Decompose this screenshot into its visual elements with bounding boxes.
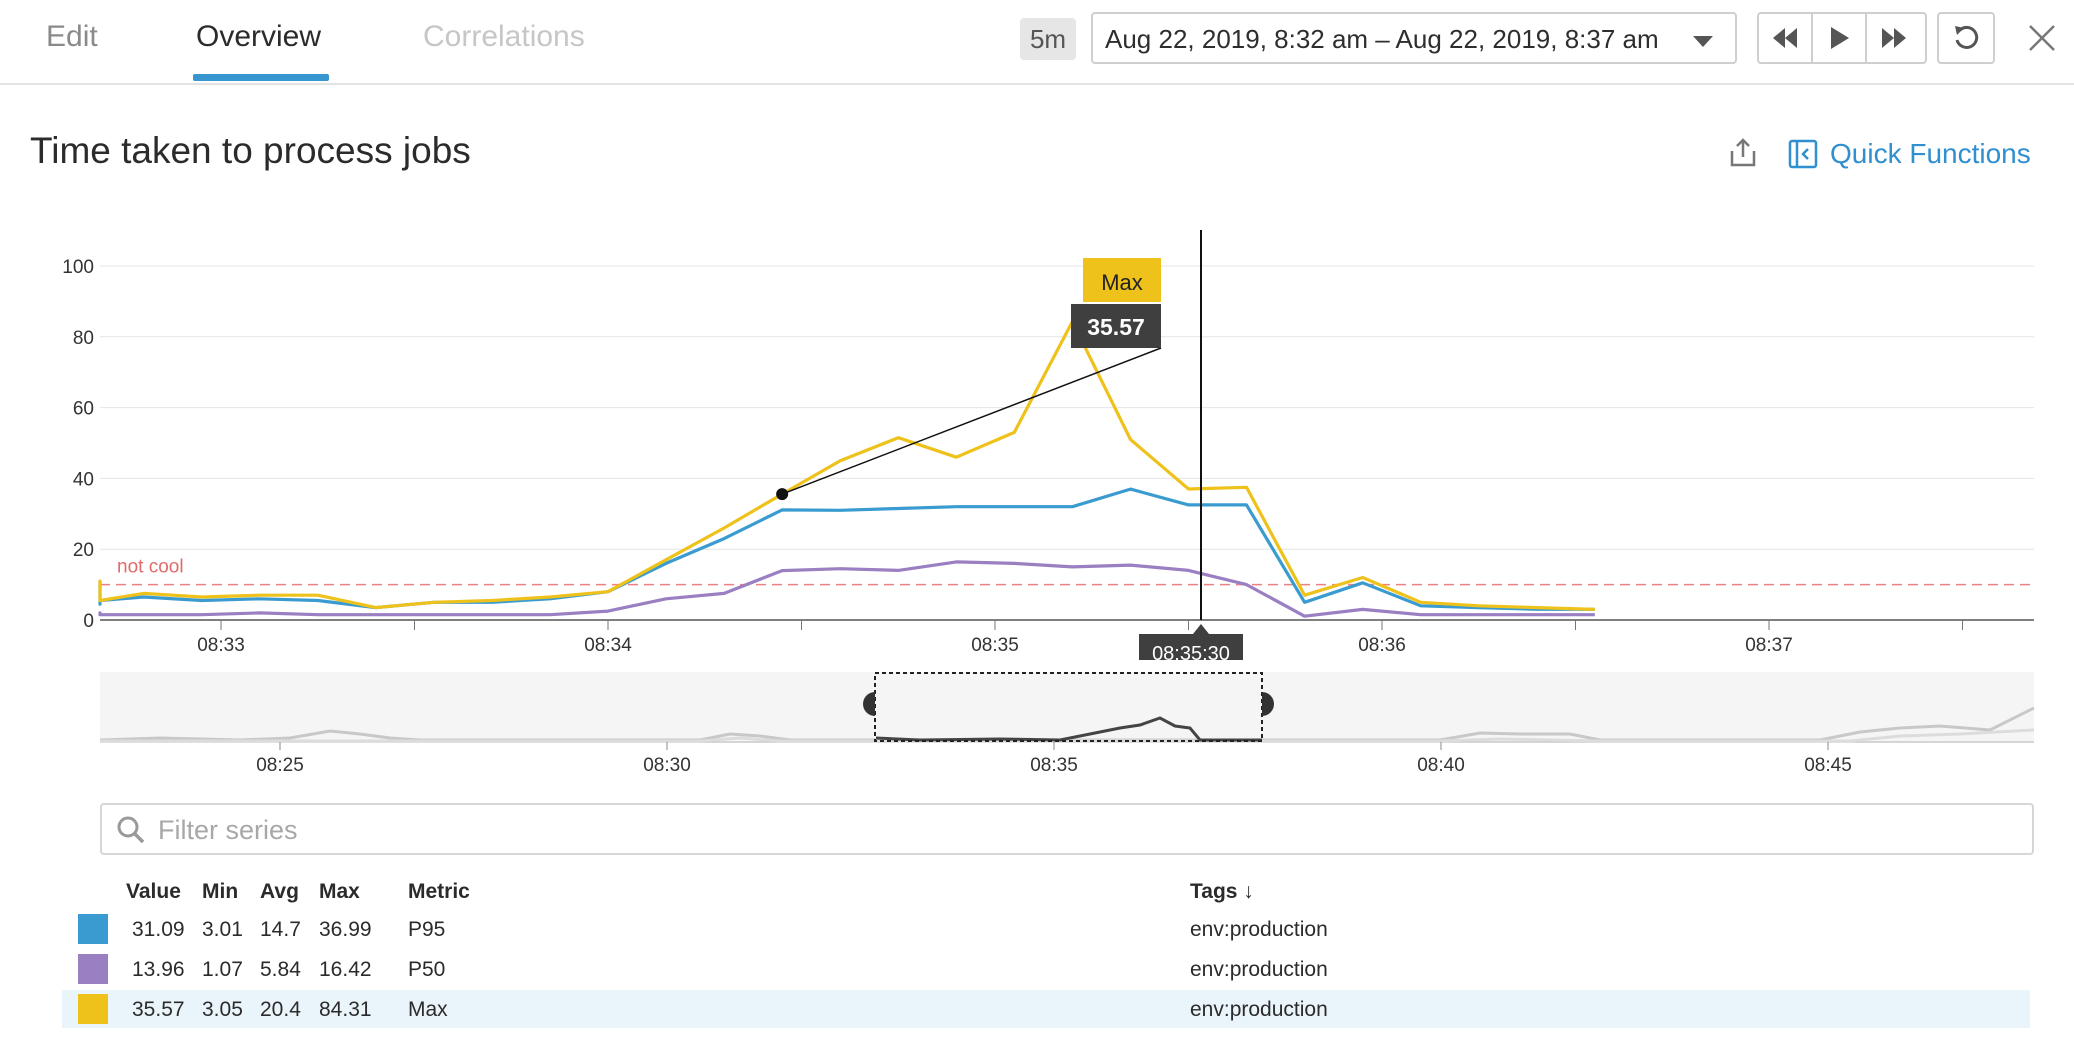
rewind-icon [1773, 28, 1797, 48]
tooltip-series-box [1083, 258, 1161, 302]
close-icon [2029, 25, 2055, 51]
legend-avg: 20.4 [260, 998, 301, 1021]
fast-forward-button[interactable] [1867, 14, 1921, 62]
play-icon [1831, 27, 1849, 49]
legend-value: 31.09 [132, 918, 185, 941]
overview-selected-series-line [875, 716, 1262, 742]
reset-button[interactable] [1939, 14, 1993, 62]
y-tick-label: 80 [73, 328, 94, 349]
active-tab-indicator [193, 74, 329, 81]
series-line-p95 [98, 487, 1595, 611]
overview-tick-label: 08:35 [1030, 755, 1078, 776]
legend-value: 13.96 [132, 958, 185, 981]
legend-avg: 14.7 [260, 918, 301, 941]
legend-row[interactable]: 35.57 3.05 20.4 84.31 Max env:production [62, 990, 2030, 1028]
legend-header-avg[interactable]: Avg [260, 880, 299, 903]
legend-avg: 5.84 [260, 958, 301, 981]
tooltip-value-box [1071, 304, 1161, 348]
legend-row[interactable]: 13.96 1.07 5.84 16.42 P50 env:production [62, 950, 2030, 988]
overview-tick-label: 08:45 [1804, 755, 1852, 776]
cursor-time-label: 08:35:30 [1152, 643, 1230, 660]
filter-series-field [100, 803, 2034, 855]
quick-functions-button[interactable]: Quick Functions [1788, 134, 2031, 174]
close-button[interactable] [2022, 18, 2062, 58]
tooltip-value-label: 35.57 [1087, 314, 1145, 340]
overview-tick-label: 08:30 [643, 755, 691, 776]
legend-min: 3.05 [202, 998, 243, 1021]
series-color-swatch [78, 994, 108, 1024]
overview-series-line [99, 706, 2035, 742]
legend-tags: env:production [1190, 918, 1328, 941]
tab-overview[interactable]: Overview [196, 20, 322, 53]
quick-functions-label: Quick Functions [1830, 138, 2031, 169]
x-tick-label: 08:33 [197, 635, 245, 656]
threshold-label: not cool [117, 557, 184, 578]
tooltip-series-label: Max [1101, 270, 1143, 295]
timeframe-badge: 5m [1020, 18, 1076, 60]
legend-header-min[interactable]: Min [202, 880, 239, 903]
share-button[interactable] [1726, 136, 1760, 170]
legend-header-tags[interactable]: Tags ↓ [1190, 880, 1254, 903]
legend-header-value[interactable]: Value [126, 880, 181, 903]
brush-handle-right [1262, 692, 1274, 716]
timeseries-chart[interactable]: 0 20 40 60 80 100 08:33 08:34 08:35 08:36 08:37 not… [0, 220, 2074, 660]
tab-edit[interactable]: Edit [46, 20, 98, 53]
overview-background [100, 672, 2034, 742]
rewind-button[interactable] [1759, 14, 1813, 62]
legend-max: 16.42 [319, 958, 372, 981]
legend-max: 84.31 [319, 998, 372, 1021]
overview-tick-label: 08:40 [1417, 755, 1465, 776]
reset-icon [1955, 25, 1979, 49]
filter-series-input[interactable] [156, 811, 2010, 849]
tab-correlations[interactable]: Correlations [423, 20, 585, 53]
series-line-max [98, 319, 1595, 611]
top-bar: Edit Overview Correlations 5m Aug 22, 20… [0, 0, 2074, 85]
y-tick-label: 20 [73, 540, 94, 561]
overview-brush-chart[interactable]: 08:25 08:30 08:35 08:40 08:45 [0, 668, 2074, 788]
x-tick-label: 08:37 [1745, 635, 1793, 656]
legend-metric: P50 [408, 958, 446, 981]
legend-max: 36.99 [319, 918, 372, 941]
hover-point [776, 488, 789, 501]
legend-header-metric[interactable]: Metric [408, 880, 470, 903]
playback-controls [1757, 12, 1927, 64]
legend-header-max[interactable]: Max [319, 880, 360, 903]
legend-min: 1.07 [202, 958, 243, 981]
legend-tags: env:production [1190, 958, 1328, 981]
y-tick-label: 40 [73, 469, 94, 490]
series-color-swatch [78, 954, 108, 984]
play-button[interactable] [1813, 14, 1867, 62]
cursor-time-box [1139, 634, 1243, 660]
widget-title: Time taken to process jobs [30, 130, 471, 171]
y-tick-label: 100 [62, 257, 94, 278]
series-line-p50 [98, 560, 1595, 618]
legend-metric: P95 [408, 918, 446, 941]
overview-series-line [100, 728, 2035, 743]
search-icon [117, 816, 145, 844]
cursor-time-caret [1193, 624, 1209, 634]
reset-group [1937, 12, 1995, 64]
x-tick-label: 08:35 [971, 635, 1019, 656]
legend-min: 3.01 [202, 918, 243, 941]
tooltip-leader-line [781, 347, 1162, 495]
legend-value: 35.57 [132, 998, 185, 1021]
series-color-swatch [78, 914, 108, 944]
legend-row[interactable]: 31.09 3.01 14.7 36.99 P95 env:production [62, 910, 2030, 948]
share-icon [1730, 138, 1756, 167]
chevron-down-icon [1693, 36, 1713, 47]
overview-tick-label: 08:25 [256, 755, 304, 776]
x-tick-label: 08:34 [584, 635, 632, 656]
x-tick-label: 08:36 [1358, 635, 1406, 656]
legend-metric: Max [408, 998, 448, 1021]
timeframe-select[interactable]: Aug 22, 2019, 8:32 am – Aug 22, 2019, 8:… [1091, 12, 1737, 64]
y-tick-label: 0 [83, 611, 94, 632]
legend-tags: env:production [1190, 998, 1328, 1021]
timeframe-range-text: Aug 22, 2019, 8:32 am – Aug 22, 2019, 8:… [1105, 24, 1659, 54]
fast-forward-icon [1882, 28, 1906, 48]
brush-handle-left [863, 692, 875, 716]
y-tick-label: 60 [73, 399, 94, 420]
quick-functions-icon [1788, 139, 1818, 169]
